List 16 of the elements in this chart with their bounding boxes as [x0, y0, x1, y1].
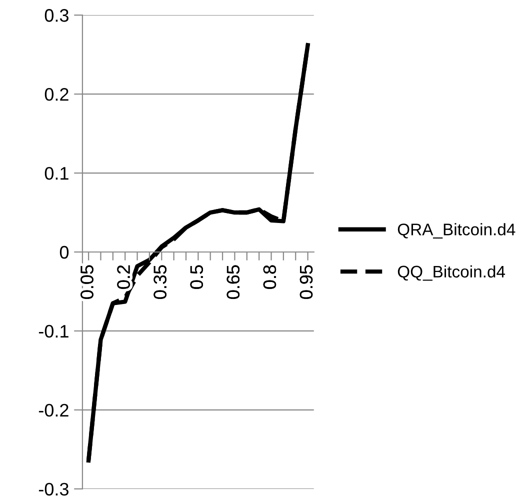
- x-tick-label: 0.35: [154, 265, 166, 299]
- y-tick-label: -0.2: [38, 404, 68, 417]
- y-tick-label: -0.3: [38, 482, 68, 496]
- x-tick-label: 0.8: [263, 265, 276, 289]
- legend-label: QQ_Bitcoin.d4: [398, 265, 506, 281]
- x-tick-label: 0.2: [117, 265, 130, 289]
- y-tick-label: 0.1: [44, 166, 68, 180]
- y-tick-label: 0: [60, 246, 69, 259]
- y-tick-label: 0.2: [44, 88, 68, 101]
- y-tick-label: 0.3: [44, 9, 68, 22]
- y-tick-label: -0.1: [38, 324, 68, 338]
- x-tick-label: 0.65: [226, 265, 240, 299]
- x-tick-label: 0.05: [80, 265, 94, 299]
- x-tick-label: 0.5: [190, 265, 204, 289]
- legend-label: QRA_Bitcoin.d4: [398, 223, 516, 239]
- x-tick-label: 0.95: [300, 265, 313, 299]
